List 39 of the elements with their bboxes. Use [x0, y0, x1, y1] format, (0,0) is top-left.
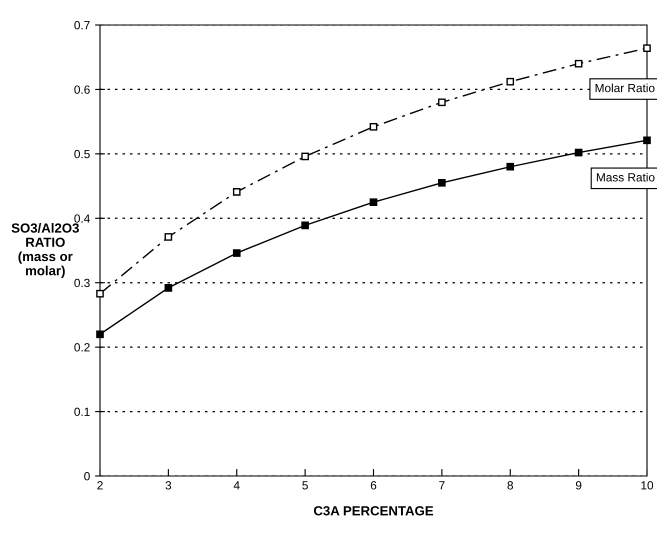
point [370, 198, 378, 206]
point [164, 284, 172, 292]
point [232, 188, 241, 196]
x-tick-label: 8 [507, 481, 514, 490]
point [574, 60, 582, 68]
x-tick-label: 4 [234, 481, 240, 490]
x-axis-title: C3A PERCENTAGE [314, 506, 434, 516]
point [506, 162, 514, 171]
point [301, 152, 309, 160]
x-tick-label: 7 [439, 481, 445, 490]
y-tick-label: 0.7 [74, 21, 90, 30]
annotation: Molar Ratio [596, 84, 655, 92]
annotation: Mass Ratio [596, 172, 655, 182]
y-tick-label: 0.3 [74, 278, 90, 288]
point [438, 179, 446, 187]
point [438, 98, 446, 106]
y-tick-label: 0.6 [74, 85, 90, 94]
point [164, 233, 172, 241]
point [574, 148, 582, 156]
y-tick-label: 0 [84, 472, 90, 480]
point [301, 222, 309, 230]
point [96, 330, 104, 338]
point [96, 290, 104, 298]
point [506, 78, 514, 86]
y-tick-label: 0.5 [74, 150, 90, 158]
x-tick-label: 2 [97, 481, 103, 490]
x-tick-label: 6 [370, 481, 376, 490]
point [370, 122, 378, 131]
point [232, 249, 241, 257]
x-tick-label: 3 [166, 481, 172, 490]
point [643, 136, 651, 144]
x-tick-label: 10 [641, 481, 654, 490]
x-tick-label: 9 [576, 481, 582, 490]
x-tick-label: 5 [302, 481, 308, 490]
y-axis-title: SO3/Al2O3 RATIO (mass or molar) [12, 223, 79, 278]
y-tick-label: 0.4 [74, 214, 90, 223]
y-tick-label: 0.1 [74, 408, 90, 416]
point [643, 44, 651, 52]
y-tick-label: 0.2 [74, 343, 90, 352]
